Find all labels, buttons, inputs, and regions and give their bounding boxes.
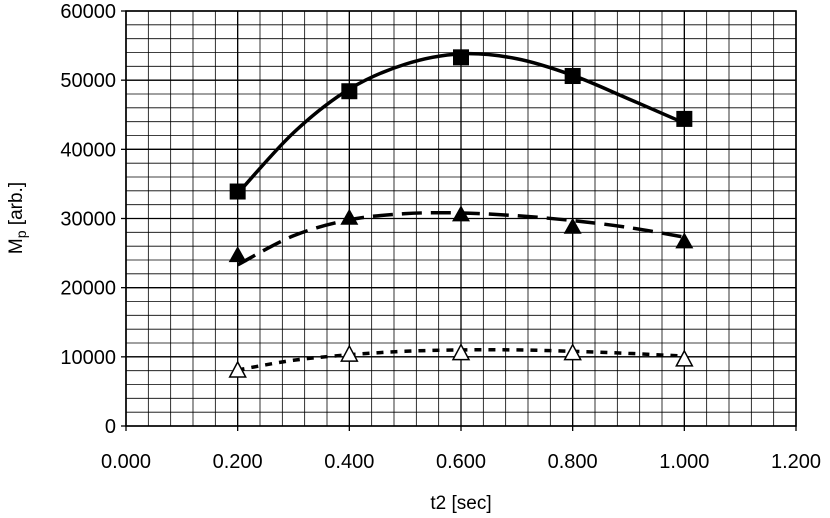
square-marker (564, 68, 581, 85)
y-axis-title-main: M (6, 238, 27, 254)
filled-triangle-marker (340, 208, 359, 225)
open-triangle-marker (563, 343, 582, 361)
x-axis-title: t2 [sec] (430, 493, 491, 514)
y-axis-title-unit: [arb.] (6, 182, 27, 231)
x-tick-label: 0.800 (548, 451, 598, 473)
x-tick-labels: 0.000 0.200 0.400 0.600 0.800 1.000 1.200 (101, 426, 821, 473)
y-tick-labels: 0 10000 20000 30000 40000 50000 60000 (60, 1, 126, 438)
y-tick-label: 40000 (60, 139, 116, 161)
x-tick-label: 0.200 (213, 451, 263, 473)
square-marker (676, 110, 693, 127)
filled-triangle-marker (675, 232, 694, 249)
x-tick-label: 1.000 (659, 451, 709, 473)
y-tick-label: 0 (105, 416, 116, 438)
x-tick-label: 1.200 (771, 451, 821, 473)
y-tick-label: 10000 (60, 347, 116, 369)
filled-triangle-marker (228, 246, 247, 263)
open-triangle-marker (340, 344, 359, 362)
y-axis-title-subscript: p (13, 230, 29, 238)
y-tick-label: 50000 (60, 70, 116, 92)
open-triangle-marker (675, 349, 694, 367)
square-marker (229, 183, 246, 200)
open-triangle-marker (451, 343, 471, 361)
filled-triangle-marker (563, 217, 582, 234)
filled-triangle-marker (452, 205, 470, 222)
x-tick-label: 0.400 (324, 451, 374, 473)
y-tick-label: 30000 (60, 209, 116, 231)
data-markers (228, 49, 694, 378)
y-tick-label: 60000 (60, 1, 116, 23)
y-axis-title: Mp [arb.] (6, 182, 29, 254)
square-marker (453, 49, 469, 66)
square-marker (341, 83, 358, 100)
y-tick-label: 20000 (60, 278, 116, 300)
x-tick-label: 0.600 (436, 451, 486, 473)
x-tick-label: 0.000 (101, 451, 151, 473)
open-triangle-marker (228, 360, 247, 378)
